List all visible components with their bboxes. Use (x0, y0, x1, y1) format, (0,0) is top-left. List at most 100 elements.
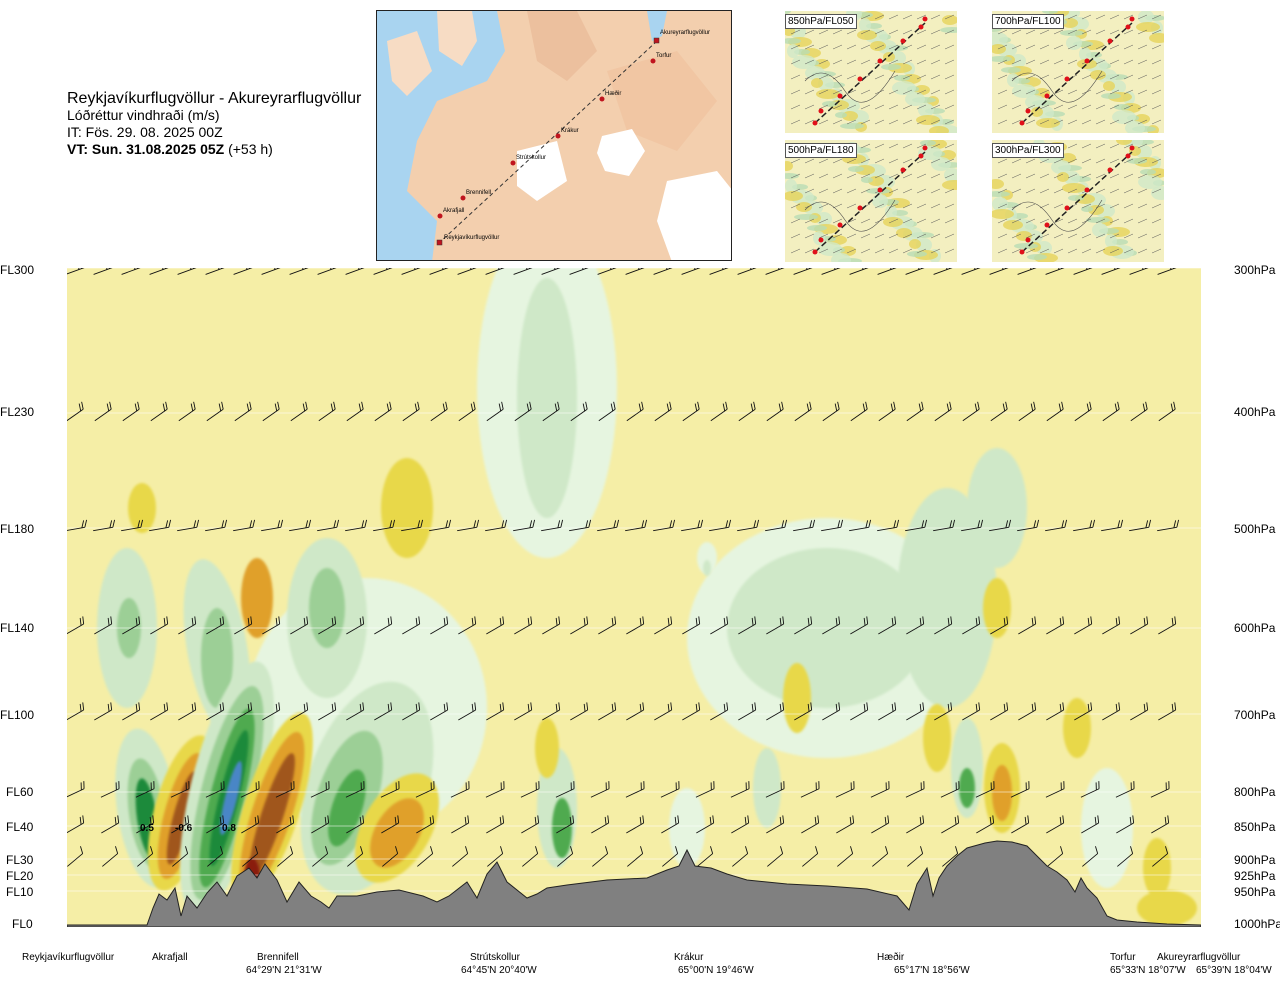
wind-barb (695, 781, 715, 798)
mini-map-barb (874, 104, 885, 110)
mini-map-field (1136, 22, 1160, 32)
mini-map-barb (916, 203, 927, 209)
mini-map-waypoint (837, 222, 843, 228)
hpa-label: 700hPa (1234, 708, 1276, 722)
wind-barb (906, 401, 924, 422)
mini-map-field (1114, 104, 1130, 110)
fl-label: FL180 (0, 522, 35, 536)
mini-map-barb (1025, 233, 1036, 239)
mini-map-barb (1081, 203, 1092, 209)
mini-map-waypoint (857, 76, 863, 82)
mini-map-field (1060, 30, 1084, 36)
mini-map-barb (997, 188, 1008, 194)
mini-map-barb (1123, 173, 1134, 179)
mini-map-waypoint (1125, 24, 1131, 30)
mini-map-waypoint (1125, 153, 1131, 159)
wind-barb (822, 616, 841, 635)
mini-map-barb (916, 44, 927, 50)
wind-barb (654, 401, 672, 422)
field-contour (753, 748, 781, 828)
mini-map-barb (1109, 119, 1120, 125)
field-contour (703, 560, 711, 576)
mini-map-barb (860, 44, 871, 50)
mini-map-field (940, 27, 957, 33)
waypoint-name: Strútskollur (470, 952, 521, 963)
mini-map-barb (1067, 233, 1078, 239)
wind-barb (289, 519, 312, 532)
wind-barb (1046, 815, 1065, 834)
wind-barb (374, 702, 393, 721)
wind-barb (905, 519, 928, 532)
wind-barb (906, 616, 925, 635)
mini-map-field (1112, 110, 1136, 124)
wind-barb (626, 815, 645, 834)
route-title: Reykjavíkurflugvöllur - Akureyrarflugvöl… (67, 90, 362, 107)
mini-map-waypoint (877, 187, 883, 193)
mini-map-barb (790, 89, 801, 95)
mini-map-barb (1025, 188, 1036, 194)
wind-barb (346, 702, 365, 721)
mini-map-barb (1081, 44, 1092, 50)
waypoint-coord: 65°00'N 19°46'W (678, 965, 754, 976)
wind-barb (822, 401, 840, 422)
wind-barb (1017, 519, 1040, 532)
wind-barb (122, 401, 140, 422)
mini-map-barb (832, 29, 843, 35)
wind-barb (262, 401, 280, 422)
wind-barb (67, 815, 85, 834)
mini-map-barb (902, 44, 913, 50)
mini-map-barb (804, 188, 815, 194)
mini-map-field (1138, 175, 1162, 189)
mini-map-barb (902, 233, 913, 239)
field-contour (959, 768, 975, 808)
mini-map-barb (818, 89, 829, 95)
wind-barb (311, 815, 330, 834)
wind-barb (1046, 616, 1065, 635)
mini-map-barb (1067, 104, 1078, 110)
mini-map-field (1036, 118, 1060, 128)
mini-map-barb (1109, 143, 1120, 149)
mini-map-barb (860, 14, 871, 20)
mini-map-barb (1095, 173, 1106, 179)
mini-map-barb (1011, 218, 1022, 224)
wind-barb (1101, 519, 1124, 532)
mini-map-barb (790, 248, 801, 254)
waypoint-name: Hæðir (877, 952, 905, 963)
wind-barb (233, 268, 253, 275)
mini-map-850: 850hPa/FL050 (785, 11, 957, 133)
mini-map-route (1021, 151, 1133, 253)
mini-map-barb (902, 119, 913, 125)
mini-map-barb (1025, 173, 1036, 179)
wind-barb (697, 846, 714, 867)
mini-map-field (918, 103, 934, 117)
mini-map-barb (1151, 14, 1162, 20)
mini-map-barb (1011, 89, 1022, 95)
mini-map-barb (888, 104, 899, 110)
mini-map-barb (846, 59, 857, 65)
mini-map-field (905, 92, 925, 106)
mini-map-barb (1137, 89, 1148, 95)
mini-map-field (1101, 93, 1121, 99)
wind-barb (1101, 268, 1121, 275)
wind-barb (872, 846, 889, 867)
field-contour (923, 704, 951, 772)
mini-map-waypoint (1064, 205, 1070, 211)
mini-map-field (909, 239, 921, 249)
wind-barb (710, 616, 729, 635)
mini-map-waypoint (1107, 38, 1113, 44)
mini-map-barb (804, 89, 815, 95)
field-contour (783, 663, 811, 733)
mini-map-barb (1109, 74, 1120, 80)
wind-barb (653, 519, 676, 532)
wind-barb (990, 401, 1008, 422)
wind-barb (1150, 781, 1170, 798)
mini-map-barb (1039, 158, 1050, 164)
mini-map-barb (818, 104, 829, 110)
mini-map-waypoint (812, 249, 818, 255)
mini-map-waypoint (1025, 108, 1031, 114)
mini-map-barb (846, 158, 857, 164)
mini-map-barb (1109, 14, 1120, 20)
issue-time: IT: Fös. 29. 08. 2025 00Z (67, 124, 223, 140)
wind-barb (1130, 401, 1148, 422)
mini-map-barb (1011, 173, 1022, 179)
